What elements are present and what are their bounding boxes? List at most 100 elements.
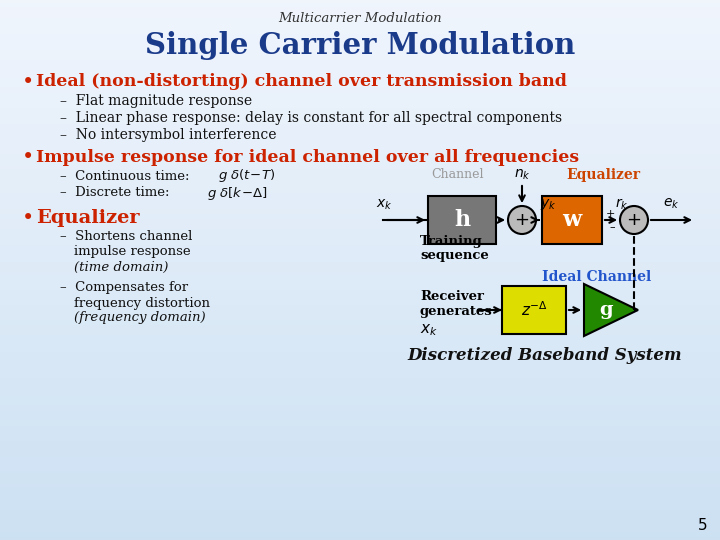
- Circle shape: [620, 206, 648, 234]
- Bar: [0, 476, 720, 477]
- Bar: [0, 77, 720, 78]
- Text: Ideal (non-distorting) channel over transmission band: Ideal (non-distorting) channel over tran…: [36, 73, 567, 91]
- Bar: [0, 34, 720, 35]
- Bar: [0, 388, 720, 389]
- Bar: [0, 424, 720, 425]
- Bar: [0, 122, 720, 123]
- Text: Training: Training: [420, 234, 482, 247]
- Bar: [0, 134, 720, 135]
- Bar: [0, 520, 720, 521]
- Bar: [0, 269, 720, 270]
- Bar: [0, 306, 720, 307]
- Bar: [0, 354, 720, 355]
- Bar: [0, 525, 720, 526]
- Bar: [0, 37, 720, 38]
- Bar: [0, 336, 720, 337]
- Bar: [0, 451, 720, 452]
- Bar: [0, 286, 720, 287]
- Text: –  Linear phase response: delay is constant for all spectral components: – Linear phase response: delay is consta…: [60, 111, 562, 125]
- Bar: [0, 135, 720, 136]
- Bar: [0, 214, 720, 215]
- Bar: [0, 218, 720, 219]
- Bar: [0, 230, 720, 231]
- Bar: [0, 434, 720, 435]
- Bar: [0, 20, 720, 21]
- Bar: [0, 100, 720, 101]
- Text: –  Discrete time:: – Discrete time:: [60, 186, 178, 199]
- Bar: [0, 328, 720, 329]
- Bar: [0, 15, 720, 16]
- Bar: [0, 371, 720, 372]
- Bar: [0, 353, 720, 354]
- Bar: [0, 45, 720, 46]
- Bar: [0, 281, 720, 282]
- Bar: [0, 115, 720, 116]
- Bar: [0, 347, 720, 348]
- Bar: [0, 201, 720, 202]
- Bar: [0, 301, 720, 302]
- Bar: [0, 165, 720, 166]
- Text: Single Carrier Modulation: Single Carrier Modulation: [145, 31, 575, 60]
- Bar: [0, 169, 720, 170]
- Bar: [0, 12, 720, 13]
- Bar: [0, 187, 720, 188]
- Bar: [0, 95, 720, 96]
- Bar: [0, 250, 720, 251]
- Text: $r_k$: $r_k$: [615, 197, 629, 212]
- Bar: [0, 292, 720, 293]
- Bar: [0, 290, 720, 291]
- Bar: [0, 196, 720, 197]
- Bar: [0, 104, 720, 105]
- Bar: [0, 184, 720, 185]
- Bar: [0, 206, 720, 207]
- Bar: [0, 30, 720, 31]
- Bar: [0, 183, 720, 184]
- Bar: [0, 117, 720, 118]
- Text: $z^{-\Delta}$: $z^{-\Delta}$: [521, 301, 547, 319]
- Bar: [0, 204, 720, 205]
- Bar: [0, 324, 720, 325]
- Bar: [0, 348, 720, 349]
- Bar: [0, 164, 720, 165]
- Text: –  Compensates for: – Compensates for: [60, 281, 188, 294]
- Text: $g\ \delta[k\!-\!\Delta]$: $g\ \delta[k\!-\!\Delta]$: [207, 185, 268, 201]
- Bar: [0, 222, 720, 223]
- Bar: [0, 334, 720, 335]
- Bar: [0, 105, 720, 106]
- Bar: [0, 270, 720, 271]
- Bar: [0, 133, 720, 134]
- Bar: [0, 468, 720, 469]
- Bar: [0, 343, 720, 344]
- Bar: [0, 405, 720, 406]
- Bar: [0, 262, 720, 263]
- Bar: [0, 70, 720, 71]
- Bar: [0, 538, 720, 539]
- Bar: [0, 394, 720, 395]
- Bar: [0, 460, 720, 461]
- Bar: [0, 239, 720, 240]
- Bar: [0, 499, 720, 500]
- Bar: [0, 402, 720, 403]
- Bar: [0, 136, 720, 137]
- Bar: [0, 279, 720, 280]
- Bar: [0, 82, 720, 83]
- Bar: [0, 143, 720, 144]
- Bar: [0, 455, 720, 456]
- Bar: [0, 36, 720, 37]
- Bar: [0, 124, 720, 125]
- Bar: [0, 436, 720, 437]
- Text: $x_k$: $x_k$: [376, 198, 392, 212]
- Bar: [0, 233, 720, 234]
- Bar: [0, 66, 720, 67]
- Bar: [0, 280, 720, 281]
- Bar: [542, 196, 602, 244]
- Bar: [0, 528, 720, 529]
- Bar: [0, 350, 720, 351]
- Bar: [0, 384, 720, 385]
- Bar: [0, 1, 720, 2]
- Bar: [0, 332, 720, 333]
- Bar: [0, 340, 720, 341]
- Bar: [0, 366, 720, 367]
- Bar: [0, 253, 720, 254]
- Text: Receiver: Receiver: [420, 291, 484, 303]
